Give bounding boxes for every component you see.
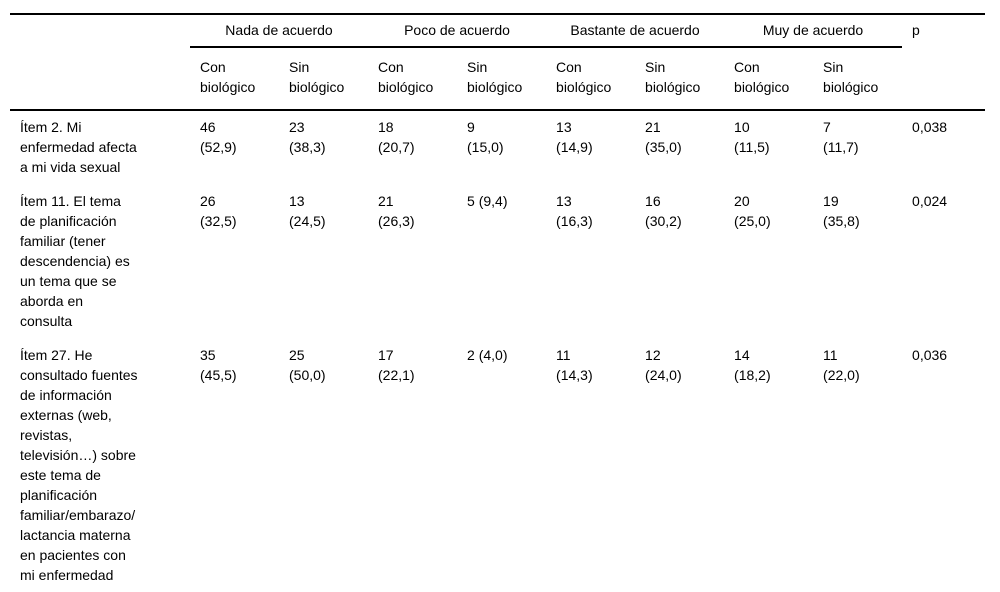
item-column-header	[10, 13, 190, 110]
p-value: 0,036	[902, 339, 986, 592]
cell-value: 23 (38,3)	[279, 109, 369, 185]
cell-value: 25 (50,0)	[279, 339, 369, 592]
p-value: 0,024	[912, 193, 948, 209]
cell-value: 7 (11,7)	[813, 109, 903, 185]
cell-value: 19 (35,8)	[823, 193, 860, 229]
sub-header-sin-biologico: Sin biológico	[289, 59, 345, 95]
cell-value: 20 (25,0)	[734, 193, 771, 229]
results-table: Nada de acuerdo Poco de acuerdo Bastante…	[10, 13, 986, 592]
sub-header-sin-biologico: Sin biológico	[467, 59, 523, 95]
sub-header-row: Con biológico Sin biológico Con biológic…	[10, 47, 985, 110]
p-value: 0,038	[902, 109, 986, 185]
group-header-poco-de-acuerdo: Poco de acuerdo	[368, 13, 547, 48]
table-row-item-27: Ítem 27. He consultado fuentes de inform…	[10, 339, 986, 592]
cell-value: 13 (14,9)	[546, 109, 636, 185]
group-header-muy-de-acuerdo: Muy de acuerdo	[724, 13, 903, 48]
cell-value: 21 (26,3)	[378, 193, 415, 229]
sub-header-con-biologico: Con biológico	[200, 59, 256, 95]
cell-value: 13 (24,5)	[289, 193, 326, 229]
sub-header-sin-biologico: Sin biológico	[823, 59, 879, 95]
sub-header-con-biologico: Con biológico	[378, 59, 434, 95]
cell-value: 14 (18,2)	[724, 339, 814, 592]
item-label: Ítem 27. He consultado fuentes de inform…	[10, 339, 190, 592]
cell-value: 9 (15,0)	[457, 109, 547, 185]
cell-value: 35 (45,5)	[190, 339, 279, 592]
cell-value: 17 (22,1)	[368, 339, 458, 592]
sub-header-con-biologico: Con biológico	[734, 59, 790, 95]
group-header-row: Nada de acuerdo Poco de acuerdo Bastante…	[10, 13, 986, 110]
cell-value: 18 (20,7)	[368, 109, 458, 185]
sub-header-con-biologico: Con biológico	[556, 59, 612, 95]
group-header-nada-de-acuerdo: Nada de acuerdo	[190, 13, 369, 48]
cell-value: 2 (4,0)	[457, 339, 547, 592]
item-label: Ítem 11. El tema de planificación famili…	[20, 193, 130, 329]
cell-value: 5 (9,4)	[467, 193, 508, 209]
cell-value: 16 (30,2)	[645, 193, 682, 229]
sub-header-sin-biologico: Sin biológico	[645, 59, 701, 95]
cell-value: 26 (32,5)	[200, 193, 237, 229]
p-column-header: p	[902, 13, 986, 110]
cell-value: 10 (11,5)	[724, 109, 814, 185]
cell-value: 21 (35,0)	[635, 109, 725, 185]
cell-value: 11 (22,0)	[813, 339, 903, 592]
cell-value: 46 (52,9)	[190, 109, 279, 185]
group-header-bastante-de-acuerdo: Bastante de acuerdo	[546, 13, 725, 48]
item-label: Ítem 2. Mi enfermedad afecta a mi vida s…	[10, 109, 190, 185]
cell-value: 12 (24,0)	[635, 339, 725, 592]
cell-value: 11 (14,3)	[546, 339, 636, 592]
cell-value: 13 (16,3)	[556, 193, 593, 229]
table-row-item-11: Ítem 11. El tema de planificación famili…	[10, 185, 985, 339]
table-row-item-2: Ítem 2. Mi enfermedad afecta a mi vida s…	[10, 109, 986, 185]
